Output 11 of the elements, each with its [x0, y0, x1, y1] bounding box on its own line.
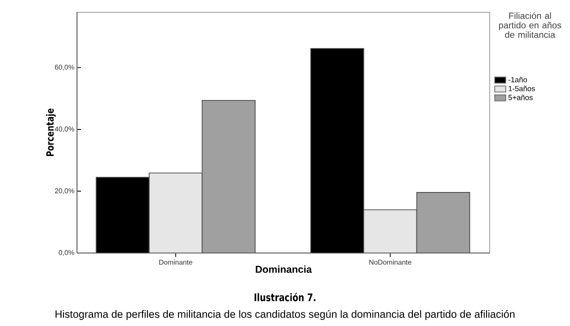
bar — [202, 100, 256, 253]
y-axis-title: Porcentaje — [46, 108, 56, 156]
legend-title: Filiación al partido en años de militancia — [499, 12, 562, 38]
x-axis-title: Dominancia — [256, 266, 312, 273]
bar — [96, 176, 150, 253]
bar — [310, 48, 364, 253]
bar — [148, 172, 203, 253]
bar — [363, 209, 418, 253]
text: Histograma de perfiles de militancia de los candidatos según la dominancia del partido de afiliación — [56, 310, 514, 320]
bar — [416, 192, 470, 253]
text: Ilustración 7. — [254, 292, 316, 302]
